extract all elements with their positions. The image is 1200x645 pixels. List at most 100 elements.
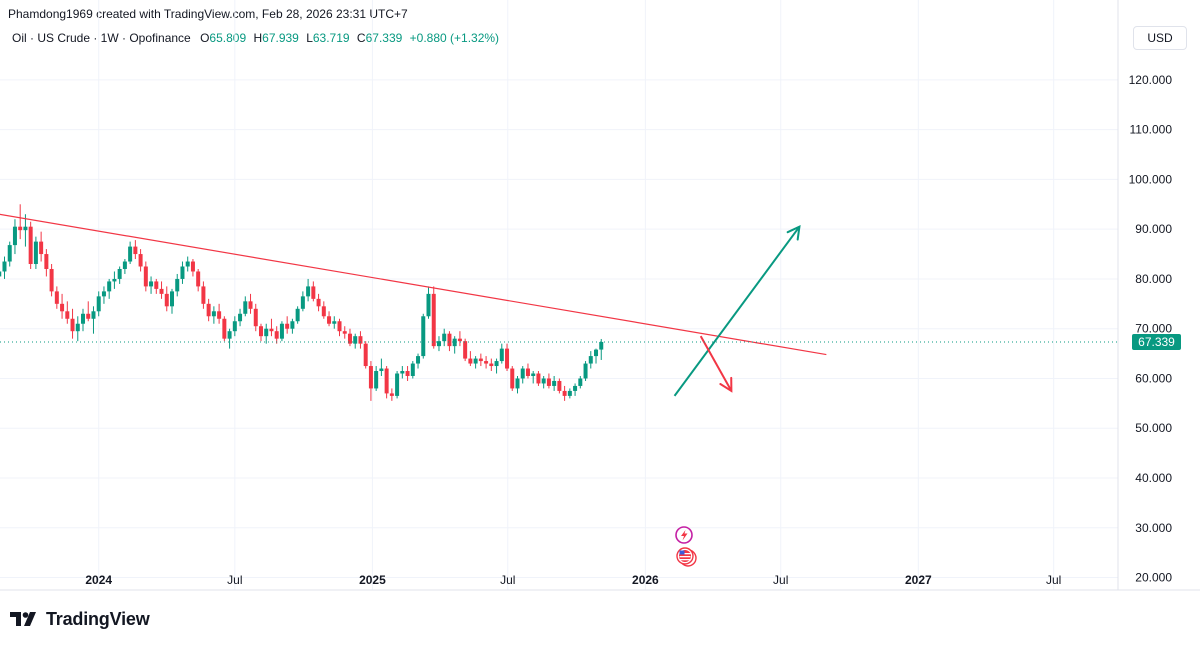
last-price-badge[interactable] <box>1132 333 1181 350</box>
candle-body <box>531 373 536 376</box>
candle-body <box>494 361 499 367</box>
candle <box>588 351 593 369</box>
candle <box>363 341 368 369</box>
candle-body <box>557 380 562 391</box>
candle-body <box>44 254 49 269</box>
candle <box>133 240 138 260</box>
candle-body <box>489 363 494 367</box>
low-value: 63.719 <box>312 31 350 45</box>
candles <box>0 204 604 401</box>
candle-body <box>290 321 295 329</box>
open-label: O <box>200 31 210 45</box>
candle <box>395 371 400 399</box>
candle <box>473 356 478 369</box>
currency-button[interactable]: USD <box>1133 26 1187 50</box>
candle <box>274 326 279 344</box>
lightning-event-icon[interactable] <box>675 526 693 544</box>
candle-body <box>243 301 248 314</box>
candle-body <box>133 246 138 255</box>
event-markers[interactable] <box>675 526 697 567</box>
chart-credit: Phamdong1969 created with TradingView.co… <box>8 7 408 21</box>
candle-body <box>190 261 195 272</box>
candle <box>342 326 347 339</box>
candle <box>279 321 284 342</box>
candle <box>7 241 12 267</box>
candle-body <box>578 378 583 386</box>
candle-body <box>457 338 462 342</box>
bullish-projection-arrow[interactable] <box>673 225 801 397</box>
candle-body <box>436 341 441 347</box>
candle-body <box>258 326 263 337</box>
candle <box>358 331 363 349</box>
candle-body <box>175 278 180 292</box>
candle <box>60 293 65 319</box>
candle-body <box>316 298 321 307</box>
arrow-shaft <box>699 335 733 392</box>
price-tick-label: 70.000 <box>1135 322 1172 336</box>
candle-body <box>23 226 28 231</box>
candle <box>520 366 525 384</box>
candle <box>457 331 462 347</box>
candle <box>384 366 389 399</box>
candle <box>300 291 305 312</box>
candle <box>149 276 154 294</box>
tradingview-logo[interactable]: TradingView <box>10 608 150 630</box>
candle <box>353 333 358 349</box>
candle-body <box>159 288 164 294</box>
candle <box>567 388 572 399</box>
candle-body <box>18 226 23 231</box>
drawings[interactable] <box>0 213 1118 397</box>
price-tick-label: 110.000 <box>1130 123 1173 137</box>
descending-trendline[interactable] <box>0 213 827 356</box>
high-value: 67.939 <box>262 31 299 45</box>
symbol-title[interactable]: Oil · US Crude · 1W · Opofinance <box>12 31 191 45</box>
candle <box>463 338 468 362</box>
candle <box>23 214 28 247</box>
candle-body <box>149 281 154 287</box>
candle <box>505 343 510 372</box>
change-value: +0.880 (+1.32%) <box>409 31 500 45</box>
candle <box>206 298 211 322</box>
arrow-head <box>786 225 801 241</box>
candle-body <box>33 241 38 265</box>
candle-body <box>374 371 379 389</box>
candle <box>515 375 520 394</box>
candle-body <box>484 361 489 364</box>
candle-body <box>416 356 421 364</box>
tradingview-logo-text: TradingView <box>46 608 150 629</box>
time-tick-label: 2027 <box>905 573 932 587</box>
candle-body <box>594 349 599 357</box>
candle <box>264 323 269 344</box>
candle <box>128 241 133 265</box>
candle-body <box>327 316 332 324</box>
candle <box>143 261 148 292</box>
candle-body <box>206 303 211 317</box>
candle-body <box>300 296 305 309</box>
candle-body <box>112 278 117 282</box>
time-axis[interactable]: 2024 Jul 2025 Jul 2026 Jul 2027 Jul <box>85 573 1061 587</box>
bearish-projection-arrow[interactable] <box>699 335 733 393</box>
candle-body <box>431 293 436 347</box>
candle-body <box>28 226 33 265</box>
us-flag-event-icon[interactable] <box>676 547 697 567</box>
candle-body <box>49 268 54 292</box>
candle <box>405 366 410 381</box>
candle-body <box>217 311 222 319</box>
candle <box>107 278 112 299</box>
candle-body <box>75 323 80 332</box>
candle-body <box>211 311 216 317</box>
candle-body <box>253 308 258 327</box>
candle-body <box>117 268 122 279</box>
candle <box>222 316 227 342</box>
price-axis[interactable]: 20.000 30.000 40.000 50.000 60.000 70.000 80.0… <box>1129 73 1181 585</box>
candle-body <box>332 321 337 324</box>
candle-body <box>12 226 17 246</box>
candle-body <box>552 380 557 386</box>
candle <box>196 268 201 292</box>
candle <box>416 353 421 369</box>
candle <box>75 316 80 342</box>
candle-body <box>86 313 91 319</box>
candle-body <box>321 306 326 317</box>
candle <box>117 266 122 284</box>
